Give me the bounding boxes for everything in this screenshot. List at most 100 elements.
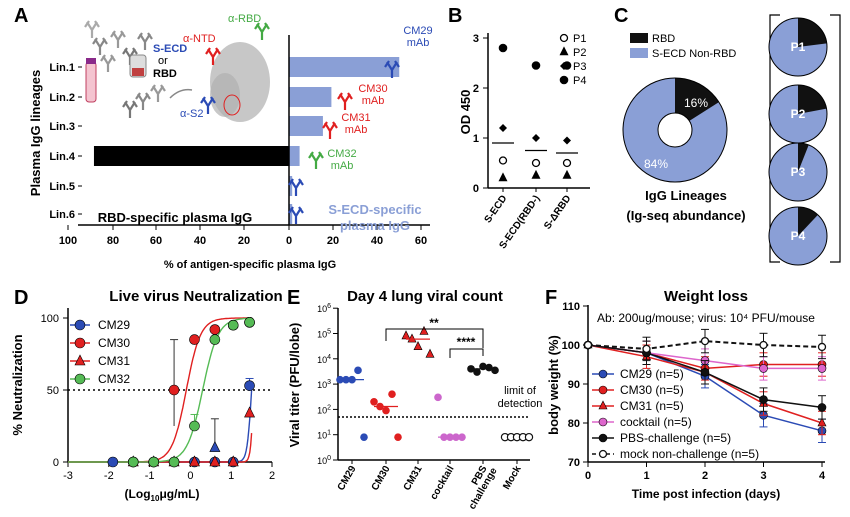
tick-label: 60 bbox=[415, 235, 427, 247]
antibody-icon bbox=[307, 150, 325, 171]
data-point bbox=[209, 334, 221, 345]
data-point bbox=[642, 344, 651, 354]
tick-label: 80 bbox=[107, 235, 119, 247]
tube-cap-icon bbox=[86, 58, 96, 64]
legend-label: CM29 (n=5) bbox=[620, 367, 684, 381]
legend-marker bbox=[598, 417, 608, 427]
data-point bbox=[370, 397, 378, 406]
axis-y-label: Viral titer (PFU/lobe) bbox=[287, 323, 302, 448]
panel-letter: A bbox=[14, 5, 28, 27]
tick-label: 2 bbox=[473, 83, 479, 95]
tick-label: 0 bbox=[473, 183, 479, 195]
axis-x-label: Time post infection (days) bbox=[632, 487, 780, 501]
tick-label: Lin.6 bbox=[49, 209, 75, 221]
data-point bbox=[382, 406, 390, 415]
panel-d-plot bbox=[68, 317, 272, 468]
bar-secd bbox=[289, 116, 323, 136]
tick-label: -1 bbox=[145, 470, 155, 482]
data-point bbox=[394, 433, 402, 441]
tick-label: 0 bbox=[585, 470, 591, 482]
data-point bbox=[817, 364, 827, 373]
axis-y-ticks: Lin.1 Lin.2 Lin.3 Lin.4 Lin.5 Lin.6 bbox=[49, 62, 82, 221]
data-point bbox=[407, 333, 417, 343]
data-point bbox=[244, 317, 255, 328]
bar-rbd bbox=[93, 146, 290, 166]
data-point bbox=[498, 156, 508, 165]
data-point bbox=[759, 340, 768, 350]
pie-slice-rbd bbox=[798, 18, 827, 47]
data-point bbox=[700, 367, 710, 377]
legend-marker bbox=[598, 433, 608, 443]
data-point bbox=[759, 364, 768, 373]
bar-secd bbox=[289, 146, 300, 166]
data-point bbox=[562, 169, 572, 179]
rbd-series-label: RBD-specific plasma IgG bbox=[98, 210, 253, 225]
tick-label: 1 bbox=[473, 133, 479, 145]
tick-label: 100 bbox=[59, 235, 77, 247]
legend-label: P1 bbox=[573, 33, 586, 45]
panel-f-legend: CM29 (n=5) CM30 (n=5) CM31 (n=5) cocktail (… bbox=[592, 367, 759, 461]
legend-label: S-ECD Non-RBD bbox=[652, 48, 736, 60]
fit-curve bbox=[68, 433, 253, 463]
inset-label: or bbox=[158, 55, 168, 67]
data-point bbox=[817, 403, 827, 412]
secd-series-label-1: S-ECD-specific bbox=[328, 202, 421, 217]
axis-ticks: -3 -2 -1 0 1 2 0 50 100 bbox=[41, 313, 275, 482]
pie-outline bbox=[768, 17, 828, 77]
legend-label: CM32 bbox=[98, 372, 130, 386]
panel-d-legend: CM29 CM30 CM31 CM32 bbox=[70, 318, 130, 386]
data-point bbox=[189, 420, 200, 432]
data-point bbox=[759, 395, 768, 404]
tick-label: cocktail bbox=[428, 464, 456, 502]
data-point bbox=[491, 366, 499, 375]
chart-subtitle: Ab: 200ug/mouse; virus: 10⁴ PFU/mouse bbox=[597, 311, 815, 325]
tick-label: 102 bbox=[317, 404, 331, 415]
tick-label: 1 bbox=[643, 470, 649, 482]
data-point bbox=[127, 456, 139, 468]
legend-swatch bbox=[630, 33, 648, 43]
bar-secd bbox=[289, 204, 293, 224]
pie-outline bbox=[622, 77, 728, 183]
legend-marker bbox=[74, 337, 86, 349]
data-point bbox=[498, 43, 508, 53]
inset-label: S-ECD bbox=[153, 43, 187, 55]
data-point bbox=[401, 330, 411, 340]
data-point bbox=[227, 319, 239, 331]
tick-label: 20 bbox=[238, 235, 250, 247]
tick-label: S-ΔRBD bbox=[542, 193, 573, 231]
panel-a-bars bbox=[93, 57, 400, 224]
mab-label: CM29 bbox=[403, 25, 432, 37]
data-point bbox=[485, 363, 493, 372]
data-point bbox=[360, 433, 368, 441]
data-point bbox=[524, 432, 534, 442]
panel-f-plot bbox=[583, 328, 827, 443]
pie-slice-rbd bbox=[798, 85, 827, 114]
data-point bbox=[209, 455, 221, 467]
pie-label: P3 bbox=[791, 165, 806, 179]
tick-label: Lin.2 bbox=[49, 92, 75, 104]
tick-label: 100 bbox=[41, 313, 59, 325]
bar-secd bbox=[289, 87, 332, 107]
legend-marker bbox=[598, 369, 608, 379]
pie-slice-rbd bbox=[798, 207, 818, 236]
tick-label: Mock bbox=[501, 464, 524, 492]
legend-marker bbox=[598, 400, 608, 410]
mab-label: CM30 bbox=[358, 83, 387, 95]
antibody-icon bbox=[336, 91, 354, 112]
legend-label: P2 bbox=[573, 47, 586, 59]
data-point bbox=[168, 384, 180, 396]
sig-label: **** bbox=[457, 335, 476, 349]
tick-label: 106 bbox=[317, 303, 331, 314]
data-point bbox=[583, 340, 593, 350]
tick-label: 2 bbox=[269, 470, 275, 482]
limit-label: detection bbox=[498, 398, 543, 410]
tick-label: CM30 bbox=[370, 464, 393, 493]
data-point bbox=[425, 348, 435, 358]
legend-label: CM31 (n=5) bbox=[620, 399, 684, 413]
tick-label: -3 bbox=[63, 470, 73, 482]
mab-label: mAb bbox=[407, 37, 430, 49]
data-point bbox=[107, 456, 119, 468]
